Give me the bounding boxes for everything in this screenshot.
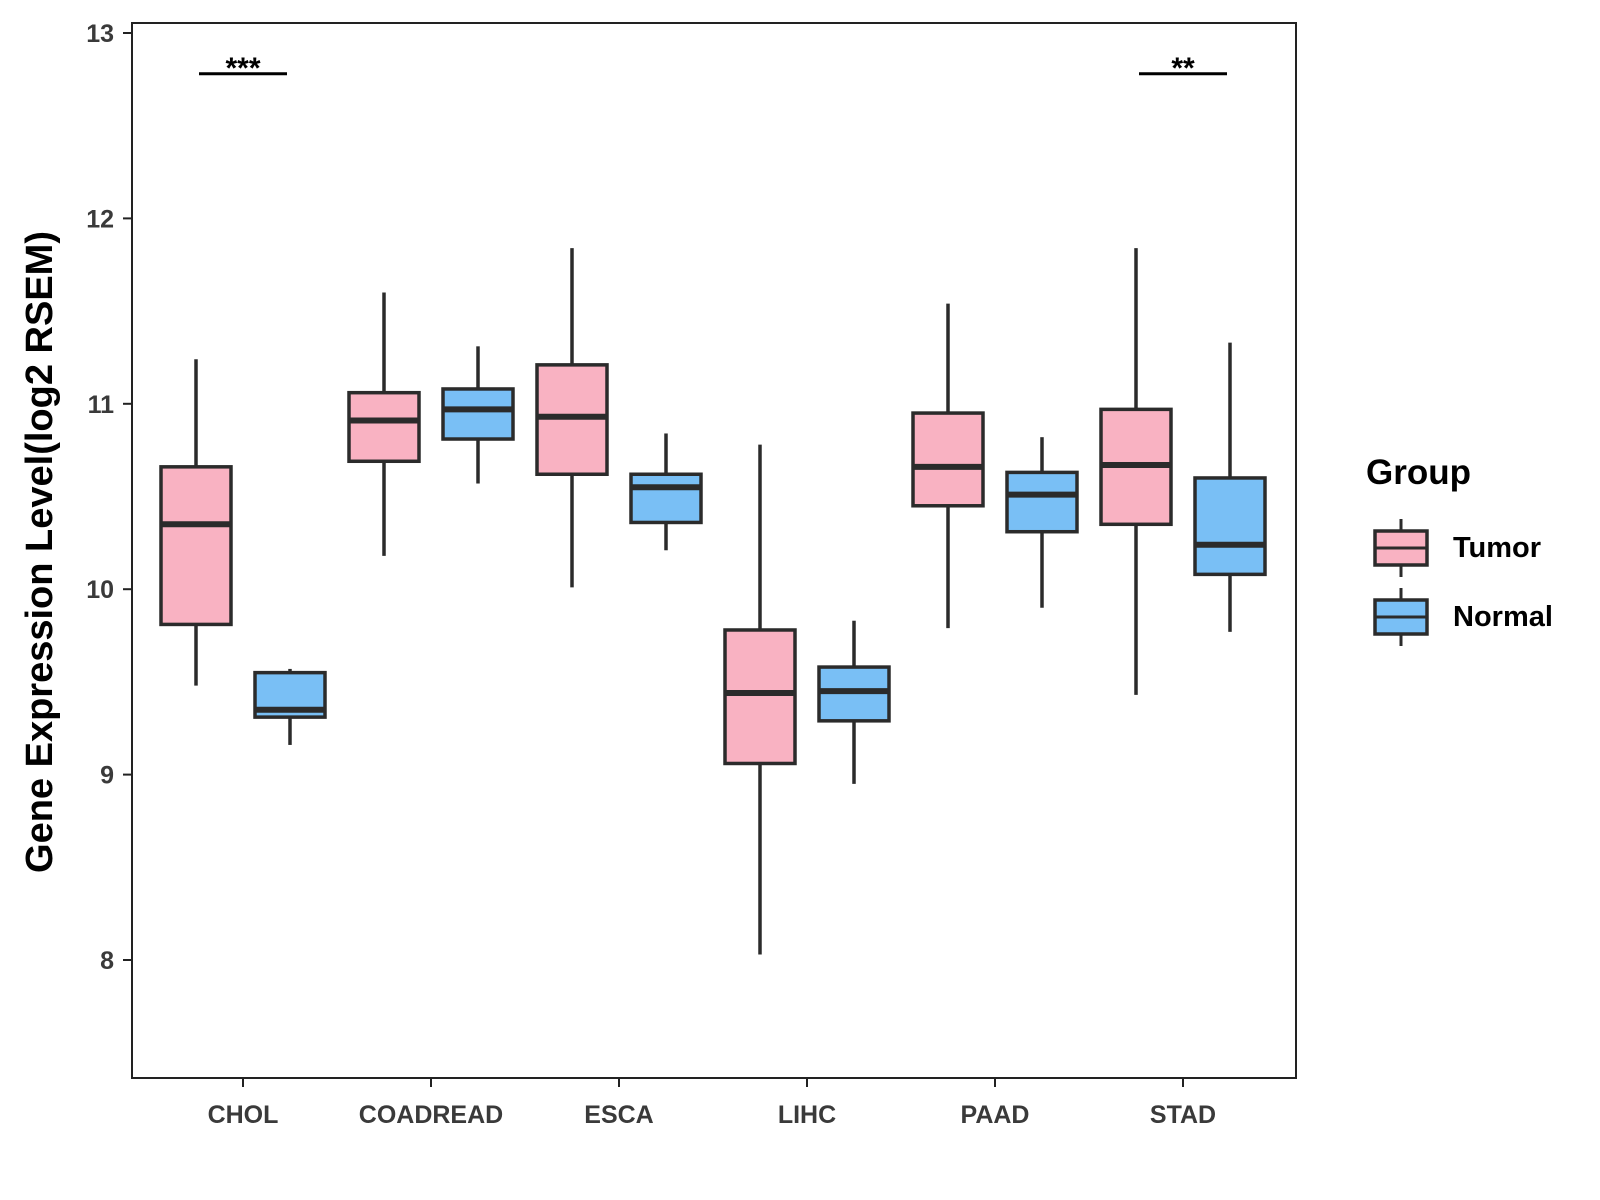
box-tumor-chol: [159, 359, 233, 686]
legend-entry-tumor: Tumor: [1373, 519, 1541, 577]
iqr-box-tumor-paad: [911, 411, 985, 508]
box-tumor-esca: [535, 248, 609, 588]
x-axis: CHOL COADREAD ESCA LIHC PAAD STAD: [208, 1078, 1216, 1129]
significance-label-stad: **: [1171, 52, 1195, 85]
y-tick-label: 9: [100, 762, 114, 790]
y-tick-label: 10: [86, 576, 114, 604]
x-tick-label-esca: ESCA: [584, 1101, 653, 1129]
y-axis: 8 9 10 11 12 13: [86, 20, 132, 975]
iqr-box-tumor-lihc: [723, 628, 797, 766]
box-tumor-lihc: [723, 444, 797, 955]
box-tumor-paad: [911, 303, 985, 629]
box-normal-paad: [1005, 437, 1079, 608]
x-tick-label-stad: STAD: [1150, 1101, 1216, 1129]
box-tumor-coadread: [347, 292, 421, 556]
iqr-box-normal-paad: [1005, 470, 1079, 534]
plot-area: *** **: [159, 52, 1267, 955]
box-normal-coadread: [441, 346, 515, 484]
iqr-box-normal-stad: [1193, 476, 1267, 577]
x-tick-label-lihc: LIHC: [778, 1101, 836, 1129]
x-tick-label-coadread: COADREAD: [359, 1101, 503, 1129]
y-tick-label: 8: [100, 947, 114, 975]
box-tumor-stad: [1099, 248, 1173, 695]
legend-key-tumor: [1373, 519, 1429, 577]
legend-label-tumor: Tumor: [1453, 532, 1541, 564]
legend-key-normal: [1373, 588, 1429, 646]
x-tick-label-chol: CHOL: [208, 1101, 279, 1129]
y-axis-title: Gene Expression Level(log2 RSEM): [19, 231, 61, 873]
iqr-box-normal-esca: [629, 472, 703, 525]
box-normal-esca: [629, 433, 703, 551]
box-normal-lihc: [817, 620, 891, 784]
legend-title: Group: [1366, 453, 1471, 492]
legend: Group Tumor Normal: [1366, 453, 1553, 646]
iqr-box-tumor-coadread: [347, 390, 421, 464]
box-normal-chol: [253, 668, 327, 745]
legend-entry-normal: Normal: [1373, 588, 1553, 646]
iqr-box-normal-coadread: [441, 387, 515, 441]
significance-label-chol: ***: [225, 52, 260, 85]
box-normal-stad: [1193, 342, 1267, 632]
legend-label-normal: Normal: [1453, 601, 1553, 633]
y-tick-label: 13: [86, 20, 114, 48]
y-tick-label: 11: [88, 391, 115, 419]
y-tick-label: 12: [86, 205, 114, 233]
iqr-box-tumor-chol: [159, 465, 233, 627]
plot-panel-border: [131, 22, 1297, 1079]
x-tick-label-paad: PAAD: [961, 1101, 1030, 1129]
